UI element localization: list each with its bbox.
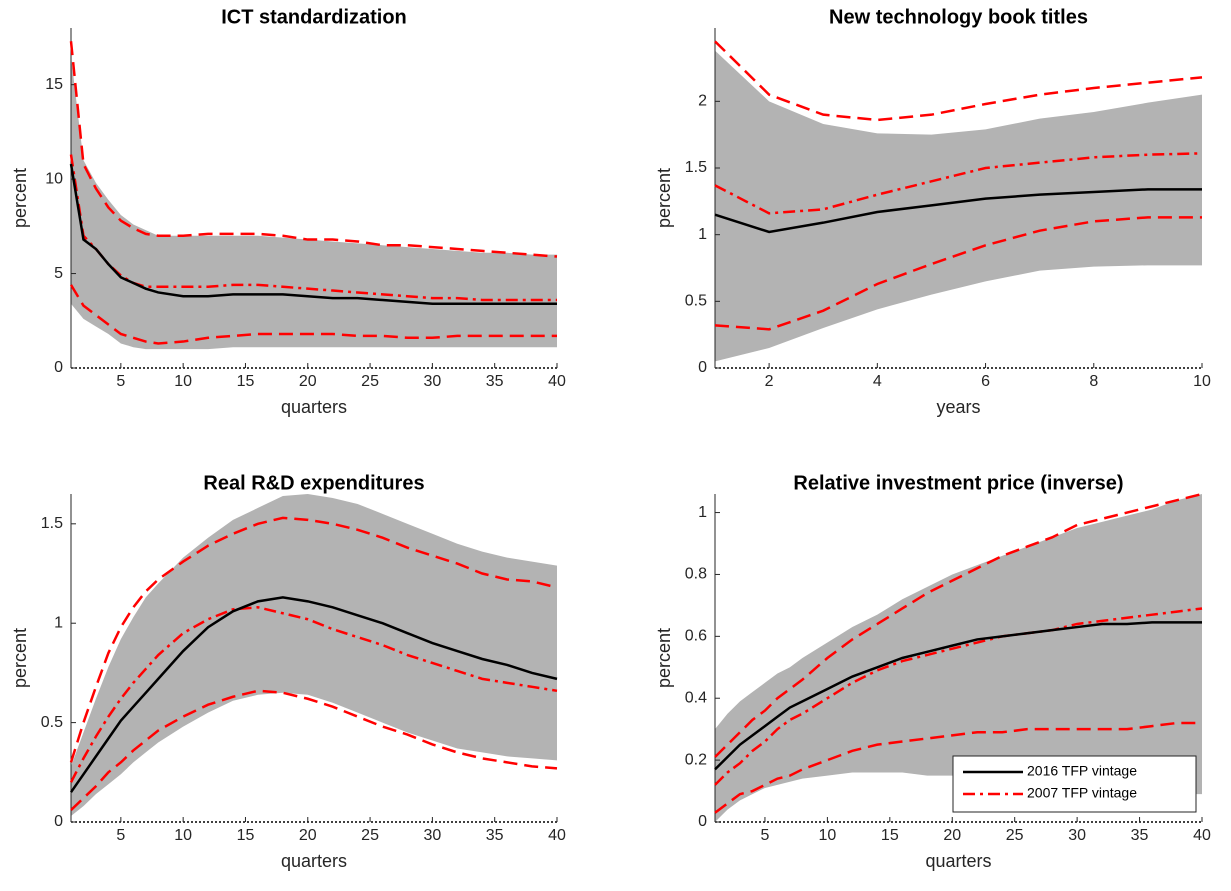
x-tick-label: 10 <box>818 827 836 844</box>
y-tick-label: 0 <box>698 813 707 830</box>
x-tick-label: 35 <box>1131 827 1149 844</box>
y-tick-label: 1 <box>698 504 707 521</box>
confidence-band <box>715 494 1202 822</box>
x-tick-label: 15 <box>237 373 255 390</box>
x-tick-label: 20 <box>299 373 317 390</box>
series-line <box>714 621 1202 771</box>
x-axis-label: quarters <box>925 851 991 871</box>
x-tick-label: 25 <box>1006 827 1024 844</box>
panel: 0 0.5 1 1.5 2 2 4 6 8 10 New technology book title… <box>654 6 1211 416</box>
y-tick-label: 15 <box>45 76 63 93</box>
legend-label: 2016 TFP vintage <box>1027 763 1137 779</box>
y-tick-label: 0.5 <box>41 714 63 731</box>
y-tick-label: 0 <box>698 359 707 376</box>
y-tick-label: 0.8 <box>685 566 707 583</box>
x-tick-label: 6 <box>981 373 990 390</box>
y-tick-label: 1.5 <box>685 159 707 176</box>
confidence-band <box>715 50 1202 362</box>
y-tick-label: 0 <box>54 359 63 376</box>
series-line <box>714 492 1203 758</box>
series-line <box>69 41 558 258</box>
series-line <box>69 596 558 793</box>
y-tick-label: 10 <box>45 170 63 187</box>
x-tick-label: 40 <box>548 373 566 390</box>
x-tick-label: 35 <box>486 827 504 844</box>
x-tick-label: 30 <box>423 373 441 390</box>
x-tick-label: 20 <box>943 827 961 844</box>
y-tick-label: 1 <box>698 226 707 243</box>
series-line <box>70 689 558 811</box>
x-tick-label: 15 <box>881 827 899 844</box>
x-tick-label: 15 <box>237 827 255 844</box>
x-tick-label: 4 <box>873 373 882 390</box>
y-axis-label: percent <box>10 168 30 228</box>
chart-title: New technology book titles <box>829 6 1088 28</box>
x-tick-label: 35 <box>486 373 504 390</box>
chart-title: ICT standardization <box>221 6 407 28</box>
confidence-band <box>71 56 557 350</box>
y-tick-label: 2 <box>698 93 707 110</box>
x-axis-label: quarters <box>281 397 347 417</box>
series-line <box>714 216 1202 331</box>
series-line <box>69 516 558 763</box>
x-tick-label: 5 <box>116 827 125 844</box>
x-tick-label: 40 <box>1193 827 1211 844</box>
x-tick-label: 25 <box>361 373 379 390</box>
y-tick-label: 5 <box>54 265 63 282</box>
chart-title: Relative investment price (inverse) <box>793 472 1123 494</box>
x-tick-label: 5 <box>116 373 125 390</box>
legend-box <box>952 755 1197 813</box>
series-line <box>69 284 557 345</box>
x-tick-label: 8 <box>1089 373 1098 390</box>
x-tick-label: 30 <box>423 827 441 844</box>
panel: 0 5 10 15 5 10 15 20 25 30 35 40 ICT standardization… <box>10 6 566 416</box>
series-line <box>714 721 1202 814</box>
chart-title: Real R&D expenditures <box>203 472 424 494</box>
x-tick-label: 10 <box>1193 373 1211 390</box>
series-line <box>69 163 557 306</box>
series-line <box>714 152 1203 215</box>
y-tick-label: 0.2 <box>685 751 707 768</box>
x-tick-label: 2 <box>765 373 774 390</box>
y-tick-label: 0.4 <box>685 689 707 706</box>
x-tick-label: 20 <box>299 827 317 844</box>
y-axis-label: percent <box>654 168 674 228</box>
series-line <box>69 606 558 783</box>
y-axis-label: percent <box>10 628 30 688</box>
legend-label: 2007 TFP vintage <box>1027 785 1137 801</box>
x-axis-label: quarters <box>281 851 347 871</box>
x-tick-label: 10 <box>174 373 192 390</box>
x-tick-label: 25 <box>361 827 379 844</box>
panel: 0 0.5 1 1.5 5 10 15 20 25 30 35 40 Real R&D expendit… <box>10 472 566 870</box>
x-tick-label: 5 <box>760 827 769 844</box>
y-tick-label: 1.5 <box>41 515 63 532</box>
y-tick-label: 1 <box>54 614 63 631</box>
x-tick-label: 30 <box>1068 827 1086 844</box>
x-tick-label: 40 <box>548 827 566 844</box>
x-tick-label: 10 <box>174 827 192 844</box>
series-line <box>714 188 1202 234</box>
y-tick-label: 0 <box>54 813 63 830</box>
y-axis-label: percent <box>654 628 674 688</box>
series-line <box>714 607 1203 786</box>
y-tick-label: 0.6 <box>685 628 707 645</box>
y-tick-label: 0.5 <box>685 293 707 310</box>
confidence-band <box>71 494 557 817</box>
x-axis-label: years <box>936 397 980 417</box>
